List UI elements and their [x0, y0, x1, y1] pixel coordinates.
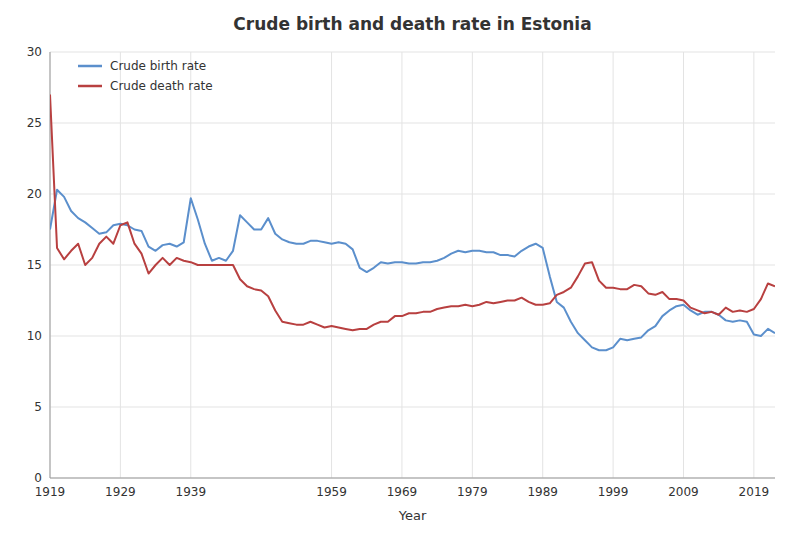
chart: 0 5 10 15 20 25 30 1919 1929 1939 1959 1969 1979 1989… — [0, 0, 800, 538]
series-line — [50, 190, 775, 350]
tick-label: 15 — [27, 258, 42, 272]
x-axis-label: Year — [398, 508, 427, 523]
grid-line — [120, 52, 121, 478]
plot-area — [50, 95, 775, 351]
tick-label: 0 — [34, 471, 42, 485]
grid-line — [50, 123, 775, 124]
x-axis — [50, 478, 775, 479]
grid-line — [683, 52, 684, 478]
tick-label: 2019 — [739, 485, 770, 499]
grid-line — [190, 52, 191, 478]
grid-line — [50, 336, 775, 337]
grid-line — [331, 52, 332, 478]
tick-label: 1979 — [457, 485, 488, 499]
tick-label: 30 — [27, 45, 42, 59]
grid-line — [50, 407, 775, 408]
tick-label: 1939 — [176, 485, 207, 499]
grid-line — [50, 478, 775, 479]
grid-line — [50, 194, 775, 195]
tick-label: 1959 — [316, 485, 347, 499]
legend-label: Crude death rate — [110, 79, 213, 93]
tick-label: 1969 — [387, 485, 418, 499]
legend-label: Crude birth rate — [110, 59, 206, 73]
grid-line — [472, 52, 473, 478]
tick-label: 25 — [27, 116, 42, 130]
tick-label: 1929 — [105, 485, 136, 499]
tick-label: 1919 — [35, 485, 66, 499]
legend-swatch — [78, 65, 102, 68]
tick-label: 10 — [27, 329, 42, 343]
legend: Crude birth rate Crude death rate — [78, 59, 213, 93]
title: Crude birth and death rate in Estonia — [233, 14, 591, 34]
grid-line — [50, 265, 775, 266]
series-line — [50, 95, 775, 331]
grid-line — [401, 52, 402, 478]
grid-line — [753, 52, 754, 478]
grid-line — [613, 52, 614, 478]
tick-label: 5 — [34, 400, 42, 414]
grid — [50, 52, 775, 478]
tick-label: 2009 — [668, 485, 699, 499]
tick-label: 1999 — [598, 485, 629, 499]
grid-line — [50, 52, 775, 53]
grid-line — [542, 52, 543, 478]
legend-swatch — [78, 85, 102, 88]
tick-label: 1989 — [527, 485, 558, 499]
tick-label: 20 — [27, 187, 42, 201]
